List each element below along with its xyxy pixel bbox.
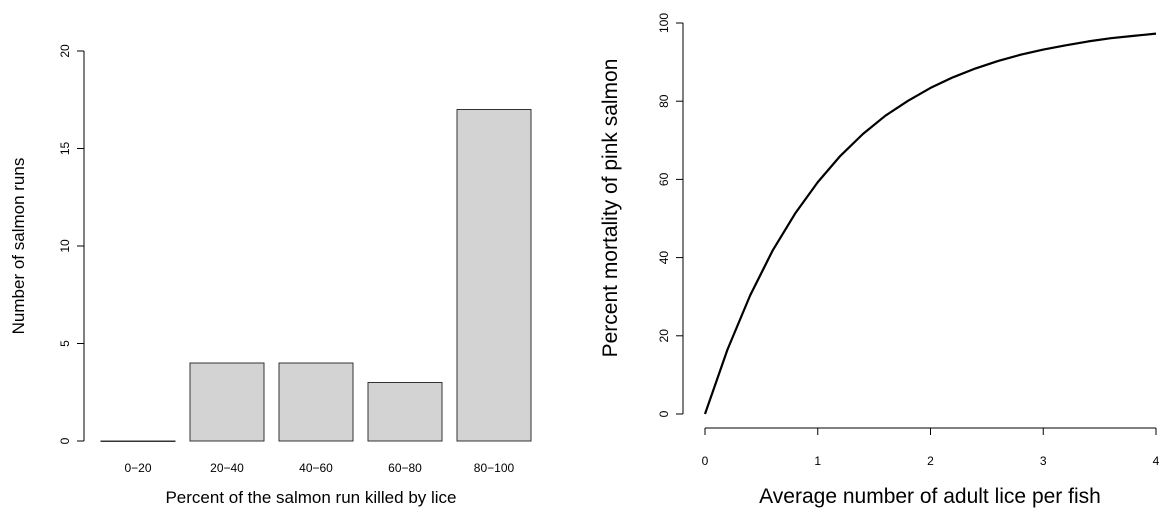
line-x-tick-label: 2 bbox=[927, 454, 934, 468]
bar-marks bbox=[101, 110, 531, 442]
line-x-axis-label: Average number of adult lice per fish bbox=[759, 485, 1101, 508]
bar-x-axis-label: Percent of the salmon run killed by lice bbox=[165, 488, 456, 507]
line-y-tick-label: 0 bbox=[657, 410, 671, 417]
line-y-tick-label: 20 bbox=[657, 329, 671, 343]
bar-x-tick-label: 60−80 bbox=[388, 461, 422, 475]
line-chart: 0 1 2 3 4 0 20 40 60 80 100 Average number of adu… bbox=[599, 13, 1159, 508]
bar-40-60 bbox=[279, 363, 353, 441]
line-x-tick-label: 3 bbox=[1040, 454, 1047, 468]
bar-y-tick-label: 20 bbox=[58, 44, 72, 58]
line-y-axis-label: Percent mortality of pink salmon bbox=[599, 59, 622, 358]
bar-y-tick-label: 10 bbox=[58, 239, 72, 253]
bar-x-tick-label: 80−100 bbox=[474, 461, 515, 475]
bar-y-ticks: 0 5 10 15 20 bbox=[58, 44, 84, 444]
line-y-tick-label: 80 bbox=[657, 94, 671, 108]
line-y-tick-label: 100 bbox=[657, 13, 671, 33]
bar-x-tick-label: 20−40 bbox=[210, 461, 244, 475]
bar-20-40 bbox=[190, 363, 264, 441]
line-y-ticks: 0 20 40 60 80 100 bbox=[657, 13, 683, 418]
bar-y-axis-label: Number of salmon runs bbox=[9, 158, 28, 335]
line-x-tick-label: 4 bbox=[1153, 454, 1159, 468]
line-x-tick-label: 0 bbox=[702, 454, 709, 468]
bar-x-tick-label: 40−60 bbox=[299, 461, 333, 475]
bar-x-tick-label: 0−20 bbox=[124, 461, 151, 475]
line-y-tick-label: 60 bbox=[657, 172, 671, 186]
line-series-mortality bbox=[705, 34, 1156, 414]
bar-x-tick-labels: 0−20 20−40 40−60 60−80 80−100 bbox=[124, 461, 514, 475]
bar-chart: 0 5 10 15 20 0−20 20−40 40−60 60−80 80−100 Perce… bbox=[9, 44, 531, 507]
bar-80-100 bbox=[457, 110, 531, 442]
bar-y-tick-label: 0 bbox=[58, 437, 72, 444]
bar-60-80 bbox=[368, 383, 442, 442]
bar-y-tick-label: 5 bbox=[58, 340, 72, 347]
line-x-tick-label: 1 bbox=[814, 454, 821, 468]
bar-y-tick-label: 15 bbox=[58, 142, 72, 156]
line-x-ticks: 0 1 2 3 4 bbox=[702, 428, 1159, 468]
line-y-tick-label: 40 bbox=[657, 251, 671, 265]
bar-0-20 bbox=[101, 441, 175, 442]
